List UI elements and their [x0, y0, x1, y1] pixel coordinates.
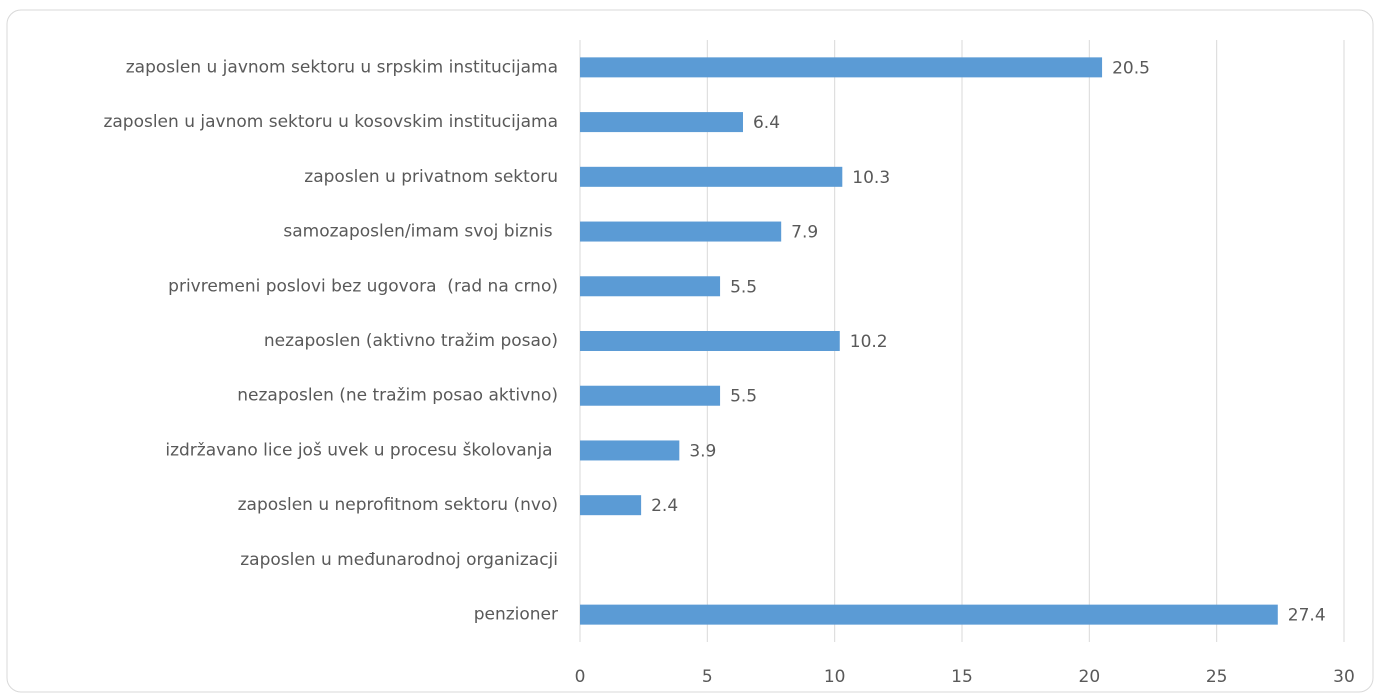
x-tick-label: 15	[951, 667, 973, 687]
data-label: 20.5	[1112, 58, 1150, 78]
y-tick-label: zaposlen u privatnom sektoru	[304, 167, 558, 187]
y-tick-label: samozaposlen/imam svoj biznis	[283, 222, 558, 242]
y-tick-label: izdržavano lice još uvek u procesu školo…	[165, 440, 558, 460]
x-tick-label: 10	[824, 667, 846, 687]
bar	[580, 276, 721, 297]
data-label: 5.5	[730, 277, 757, 297]
data-label: 3.9	[689, 441, 716, 461]
bar	[580, 166, 843, 187]
bar	[580, 440, 680, 461]
y-tick-label: zaposlen u međunarodnoj organizacji	[240, 550, 558, 570]
y-tick-label: penzioner	[474, 605, 558, 625]
x-tick-label: 5	[702, 667, 713, 687]
data-label: 5.5	[730, 387, 757, 407]
data-label: 27.4	[1288, 606, 1326, 626]
bar	[580, 495, 642, 516]
x-tick-label: 20	[1079, 667, 1101, 687]
bar	[580, 385, 721, 406]
data-label: 10.3	[852, 168, 890, 188]
y-tick-label: zaposlen u javnom sektoru u srpskim inst…	[126, 57, 558, 77]
bar	[580, 57, 1103, 78]
y-tick-label: nezaposlen (ne tražim posao aktivno)	[237, 386, 558, 406]
data-label: 6.4	[753, 113, 780, 133]
x-tick-label: 30	[1333, 667, 1355, 687]
data-label: 2.4	[651, 496, 678, 516]
bar	[580, 112, 743, 133]
y-tick-label: zaposlen u javnom sektoru u kosovskim in…	[103, 112, 558, 132]
x-tick-label: 0	[575, 667, 586, 687]
bar	[580, 221, 782, 242]
data-label: 7.9	[791, 223, 818, 243]
y-tick-label: nezaposlen (aktivno tražim posao)	[264, 331, 558, 351]
data-label: 10.2	[850, 332, 888, 352]
y-tick-label: privremeni poslovi bez ugovora (rad na c…	[168, 276, 558, 296]
bar	[580, 331, 840, 351]
bar	[580, 604, 1278, 625]
y-tick-label: zaposlen u neprofitnom sektoru (nvo)	[238, 495, 558, 515]
x-tick-label: 25	[1206, 667, 1228, 687]
